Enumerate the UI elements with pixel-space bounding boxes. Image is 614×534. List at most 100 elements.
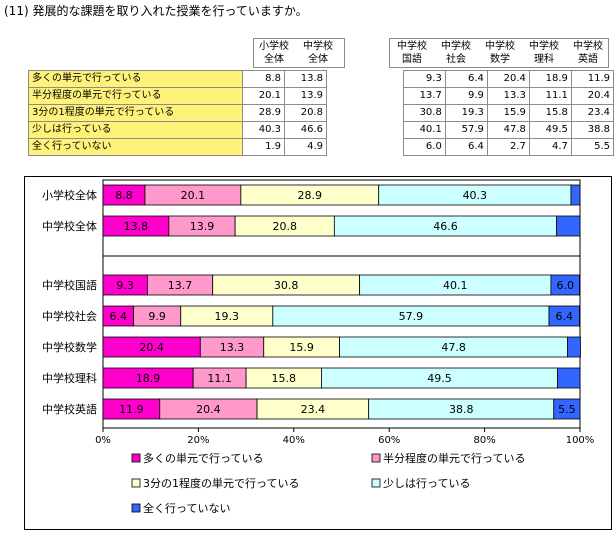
data-label: 8.8	[115, 189, 133, 202]
table-column-header-line: 国語	[402, 54, 422, 65]
data-label: 20.4	[196, 403, 221, 416]
data-table: 多くの単元で行っている 8.8 13.8 9.3 6.4 20.4 18.9 11.9 半分程度…	[28, 70, 614, 156]
legend-swatch	[131, 478, 141, 488]
data-label: 5.5	[558, 403, 576, 416]
data-label: 20.4	[139, 341, 164, 354]
data-label: 38.8	[449, 403, 474, 416]
legend-label: 3分の1程度の単元で行っている	[143, 476, 299, 490]
bar-segment	[556, 215, 581, 237]
row-label: 半分程度の単元で行っている	[28, 87, 243, 105]
x-tick-label: 100%	[566, 435, 595, 446]
table-column-header-line: 全体	[308, 54, 328, 65]
bar-segment	[567, 336, 581, 358]
table-cell: 2.7	[486, 138, 530, 156]
table-column-header-line: 英語	[578, 54, 598, 65]
table-column-header: 中学校 英語	[568, 40, 608, 66]
legend-swatch	[371, 478, 381, 488]
data-label: 23.4	[301, 403, 326, 416]
table-column-header-line: 中学校	[441, 41, 471, 52]
legend-label: 半分程度の単元で行っている	[383, 451, 525, 465]
table-column-header-line: 中学校	[303, 41, 333, 52]
table-column-header: 小学校 全体	[254, 40, 294, 66]
chart-frame	[24, 176, 612, 530]
table-column-header-line: 全体	[264, 54, 284, 65]
data-label: 15.8	[272, 372, 297, 385]
data-label: 19.3	[215, 310, 240, 323]
data-label: 6.4	[556, 310, 574, 323]
table-row: 少しは行っている 40.3 46.6 40.1 57.9 47.8 49.5 38.8	[28, 121, 614, 139]
row-label: 全く行っていない	[28, 138, 243, 156]
data-label: 13.3	[220, 341, 245, 354]
table-column-header-line: 理科	[534, 54, 554, 65]
category-label: 小学校全体	[42, 188, 97, 202]
legend-label: 全く行っていない	[143, 501, 230, 515]
table-column-header-line: 中学校	[529, 41, 559, 52]
category-label: 中学校英語	[42, 402, 97, 416]
data-label: 11.1	[207, 372, 232, 385]
table-header-right	[389, 38, 609, 68]
category-label: 中学校全体	[42, 219, 97, 233]
x-tick-label: 20%	[187, 435, 209, 446]
category-label: 中学校数学	[42, 340, 97, 354]
data-label: 40.1	[443, 279, 468, 292]
table-column-header-line: 中学校	[485, 41, 515, 52]
legend-label: 多くの単元で行っている	[143, 451, 263, 465]
plot-area	[102, 179, 581, 429]
table-row: 全く行っていない 1.9 4.9 6.0 6.4 2.7 4.7 5.5	[28, 138, 614, 156]
data-label: 57.9	[399, 310, 424, 323]
table-column-header-line: 中学校	[573, 41, 603, 52]
data-label: 6.4	[110, 310, 128, 323]
data-label: 28.9	[298, 189, 323, 202]
data-label: 15.9	[289, 341, 314, 354]
x-tick-label: 80%	[473, 435, 495, 446]
legend-swatch	[131, 453, 141, 463]
table-cell: 6.4	[444, 138, 488, 156]
bar-segment	[550, 274, 580, 296]
data-label: 20.1	[181, 189, 206, 202]
data-label: 30.8	[274, 279, 299, 292]
table-header-left	[253, 38, 345, 68]
legend-swatch	[131, 503, 141, 513]
data-label: 47.8	[441, 341, 466, 354]
table-row: 半分程度の単元で行っている 20.1 13.9 13.7 9.9 13.3 11.1 20.4	[28, 87, 614, 105]
data-label: 49.5	[427, 372, 452, 385]
bar-segment	[570, 184, 581, 206]
table-column-header: 中学校 国語	[392, 40, 432, 66]
table-column-header: 中学校 理科	[524, 40, 564, 66]
table-column-header-line: 社会	[446, 54, 466, 65]
data-label: 13.7	[168, 279, 193, 292]
table-column-header: 中学校 数学	[480, 40, 520, 66]
legend-swatch	[371, 453, 381, 463]
category-label: 中学校国語	[42, 278, 97, 292]
data-label: 13.9	[190, 220, 215, 233]
data-label: 9.9	[148, 310, 166, 323]
page-title: (11) 発展的な課題を取り入れた授業を行っていますか。	[4, 4, 308, 18]
row-label: 3分の1程度の単元で行っている	[28, 104, 243, 122]
table-column-header-line: 中学校	[397, 41, 427, 52]
data-label: 40.3	[463, 189, 488, 202]
table-cell: 4.9	[283, 138, 328, 156]
legend-label: 少しは行っている	[383, 477, 470, 490]
bar-segment	[553, 398, 581, 420]
x-tick-label: 60%	[378, 435, 400, 446]
bar-segment	[548, 305, 580, 327]
category-label: 中学校社会	[42, 309, 97, 323]
table-column-header: 中学校 全体	[298, 40, 338, 66]
data-label: 6.0	[556, 279, 574, 292]
table-column-header-line: 小学校	[259, 41, 289, 52]
table-cell: 5.5	[570, 138, 614, 156]
category-label: 中学校理科	[42, 371, 97, 385]
data-label: 11.9	[119, 403, 144, 416]
table-column-header-line: 数学	[490, 54, 510, 65]
x-tick-label: 0%	[95, 435, 111, 446]
data-label: 13.8	[124, 220, 149, 233]
bar-segment	[557, 367, 581, 389]
x-tick-label: 40%	[283, 435, 305, 446]
data-label: 18.9	[136, 372, 161, 385]
data-label: 9.3	[116, 279, 134, 292]
data-label: 20.8	[272, 220, 297, 233]
table-column-header: 中学校 社会	[436, 40, 476, 66]
table-row: 3分の1程度の単元で行っている 28.9 20.8 30.8 19.3 15.9 15.8 2…	[28, 104, 614, 122]
data-label: 46.6	[433, 220, 458, 233]
